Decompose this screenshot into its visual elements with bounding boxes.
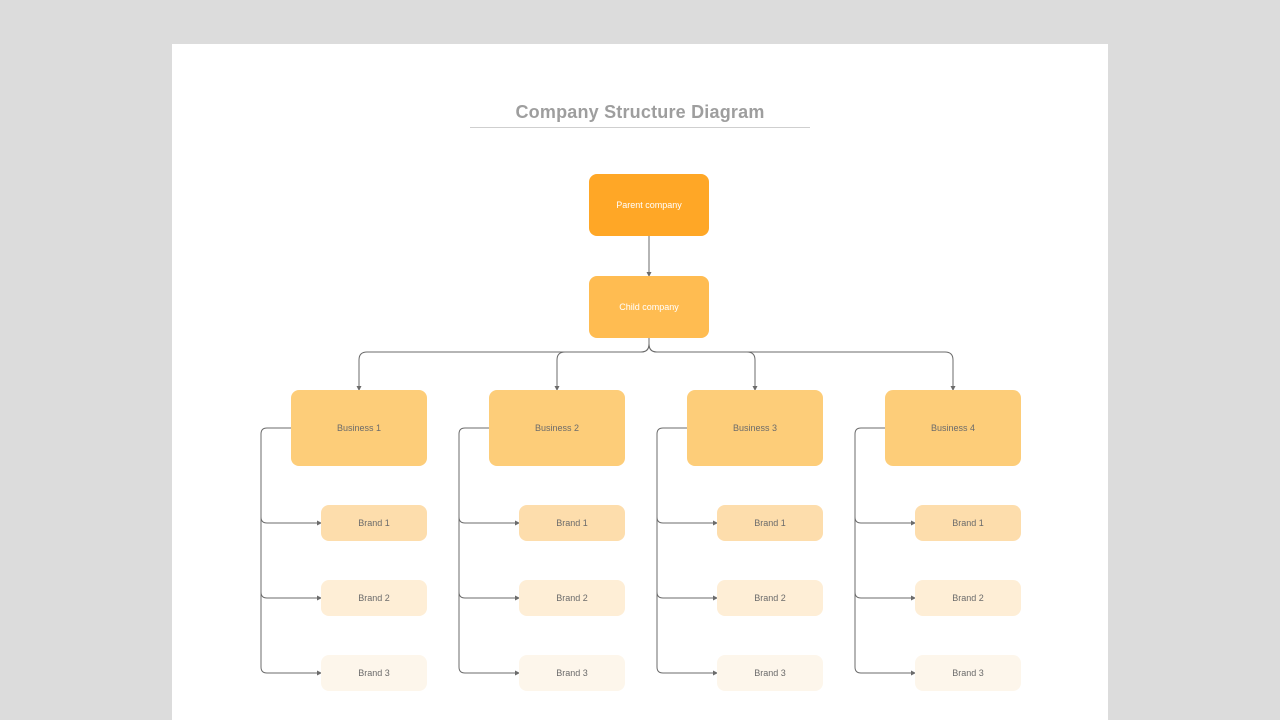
node-b3b2: Brand 2 [717, 580, 823, 616]
node-label: Brand 2 [556, 594, 588, 603]
node-b2b3: Brand 3 [519, 655, 625, 691]
node-b2b1: Brand 1 [519, 505, 625, 541]
node-b1b2: Brand 2 [321, 580, 427, 616]
node-b4b1: Brand 1 [915, 505, 1021, 541]
node-b3b1: Brand 1 [717, 505, 823, 541]
node-label: Brand 3 [358, 669, 390, 678]
node-label: Business 2 [535, 424, 579, 433]
title-block: Company Structure Diagram [470, 102, 810, 128]
node-label: Brand 3 [556, 669, 588, 678]
node-biz3: Business 3 [687, 390, 823, 466]
node-child: Child company [589, 276, 709, 338]
node-label: Parent company [616, 201, 682, 210]
node-b1b3: Brand 3 [321, 655, 427, 691]
node-b3b3: Brand 3 [717, 655, 823, 691]
node-parent: Parent company [589, 174, 709, 236]
diagram-canvas: Company Structure Diagram Parent company… [172, 44, 1108, 720]
node-biz4: Business 4 [885, 390, 1021, 466]
node-label: Business 3 [733, 424, 777, 433]
node-label: Brand 1 [754, 519, 786, 528]
node-label: Brand 1 [952, 519, 984, 528]
node-label: Child company [619, 303, 679, 312]
node-b4b2: Brand 2 [915, 580, 1021, 616]
node-biz2: Business 2 [489, 390, 625, 466]
node-label: Business 1 [337, 424, 381, 433]
node-label: Brand 3 [952, 669, 984, 678]
node-b4b3: Brand 3 [915, 655, 1021, 691]
node-label: Brand 3 [754, 669, 786, 678]
node-label: Business 4 [931, 424, 975, 433]
title-underline [470, 127, 810, 128]
node-b2b2: Brand 2 [519, 580, 625, 616]
node-label: Brand 2 [754, 594, 786, 603]
connector-layer [172, 44, 1108, 720]
node-b1b1: Brand 1 [321, 505, 427, 541]
node-label: Brand 2 [952, 594, 984, 603]
node-label: Brand 1 [358, 519, 390, 528]
page-title: Company Structure Diagram [470, 102, 810, 123]
node-label: Brand 2 [358, 594, 390, 603]
node-biz1: Business 1 [291, 390, 427, 466]
node-label: Brand 1 [556, 519, 588, 528]
